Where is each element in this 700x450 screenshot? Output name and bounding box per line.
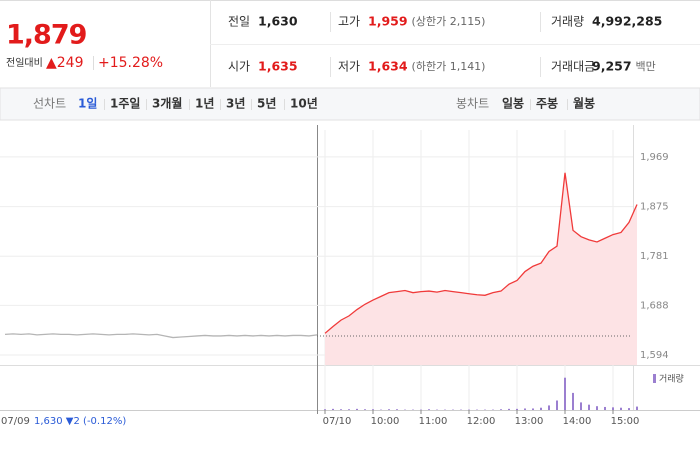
volume-bar xyxy=(540,407,542,410)
cell-value: 9,257 xyxy=(592,59,632,74)
x-tick-label: 11:00 xyxy=(419,416,448,427)
y-tick-label: 1,594 xyxy=(640,350,669,361)
x-tick-label: 12:00 xyxy=(467,416,496,427)
volume-bar xyxy=(428,409,430,410)
cell-label: 저가 xyxy=(338,60,360,74)
volume-bar xyxy=(620,407,622,410)
cell-label: 전일 xyxy=(228,15,250,29)
cell-value: 1,959 xyxy=(368,14,408,29)
volume-bar xyxy=(532,408,534,410)
current-price: 1,879 xyxy=(6,20,87,51)
x-tick-label: 10:00 xyxy=(371,416,400,427)
tab[interactable]: 1일 xyxy=(78,97,97,111)
cell-note: (상한가 2,115) xyxy=(412,15,486,28)
price-line xyxy=(324,172,638,334)
volume-bar xyxy=(556,400,558,410)
tab-label: 선차트 xyxy=(33,97,66,111)
volume-bar xyxy=(388,409,390,410)
reference-note: 1,630 ▼2 (-0.12%) xyxy=(34,416,126,427)
volume-bar xyxy=(612,407,614,410)
y-tick-label: 1,688 xyxy=(640,300,669,311)
volume-bar xyxy=(332,408,334,410)
volume-bar xyxy=(572,392,574,410)
tab[interactable]: 일봉 xyxy=(502,97,524,111)
volume-bar xyxy=(628,408,630,410)
y-tick-label: 1,781 xyxy=(640,251,669,262)
cell-value: 1,635 xyxy=(258,59,298,74)
volume-bar xyxy=(372,409,374,410)
tab[interactable]: 5년 xyxy=(257,97,276,111)
volume-bar xyxy=(516,408,518,410)
volume-bar xyxy=(364,409,366,410)
cell-label: 거래량 xyxy=(551,15,584,29)
tab[interactable]: 3년 xyxy=(226,97,245,111)
change: ▲249 xyxy=(46,55,84,71)
volume-bar xyxy=(636,406,638,410)
volume-bar xyxy=(324,409,326,410)
volume-bar xyxy=(564,377,566,410)
volume-bar xyxy=(340,409,342,410)
area xyxy=(325,172,637,365)
x-tick-label: 15:00 xyxy=(611,416,640,427)
y-tick-label: 1,875 xyxy=(640,202,669,213)
cell-note: (하한가 1,141) xyxy=(412,59,486,73)
volume-bar xyxy=(596,406,598,410)
cell-value: 1,630 xyxy=(258,14,298,29)
x-tick-label: 07/09 xyxy=(1,416,30,427)
legend-swatch xyxy=(653,374,656,383)
cell-label: 고가 xyxy=(338,15,360,29)
tab[interactable]: 월봉 xyxy=(573,96,595,111)
cell-value: 4,992,285 xyxy=(592,14,662,29)
cell-value: 1,634 xyxy=(368,59,408,74)
volume-bar xyxy=(604,406,606,410)
change-rate: +15.28% xyxy=(98,55,163,71)
x-tick-label: 13:00 xyxy=(515,416,544,427)
volume-bar xyxy=(580,402,582,410)
y-tick-label: 1,969 xyxy=(640,152,669,163)
volume-bar xyxy=(348,409,350,410)
volume-bar xyxy=(508,408,510,410)
volume-bar xyxy=(524,408,526,410)
x-tick-label: 07/10 xyxy=(323,416,352,427)
cell-label: 시가 xyxy=(228,60,250,74)
tab-label: 봉차트 xyxy=(456,97,489,111)
tab[interactable]: 10년 xyxy=(290,97,318,111)
tab[interactable]: 1년 xyxy=(195,97,214,111)
legend-label: 거래량 xyxy=(659,373,684,385)
tab-bar xyxy=(0,87,700,121)
change-label: 전일대비 xyxy=(6,57,43,69)
volume-bar xyxy=(396,409,398,410)
volume-bar xyxy=(356,408,358,410)
tab[interactable]: 주봉 xyxy=(536,97,558,111)
tab[interactable]: 1주일 xyxy=(110,97,140,111)
volume-bar xyxy=(588,404,590,410)
tab[interactable]: 3개월 xyxy=(152,96,182,111)
cell-label: 거래대금 xyxy=(551,60,595,74)
cell-note: 백만 xyxy=(636,60,656,73)
x-tick-label: 14:00 xyxy=(563,416,592,427)
volume-bar xyxy=(548,405,550,410)
volume-bar xyxy=(500,409,502,410)
price-line xyxy=(4,333,318,339)
